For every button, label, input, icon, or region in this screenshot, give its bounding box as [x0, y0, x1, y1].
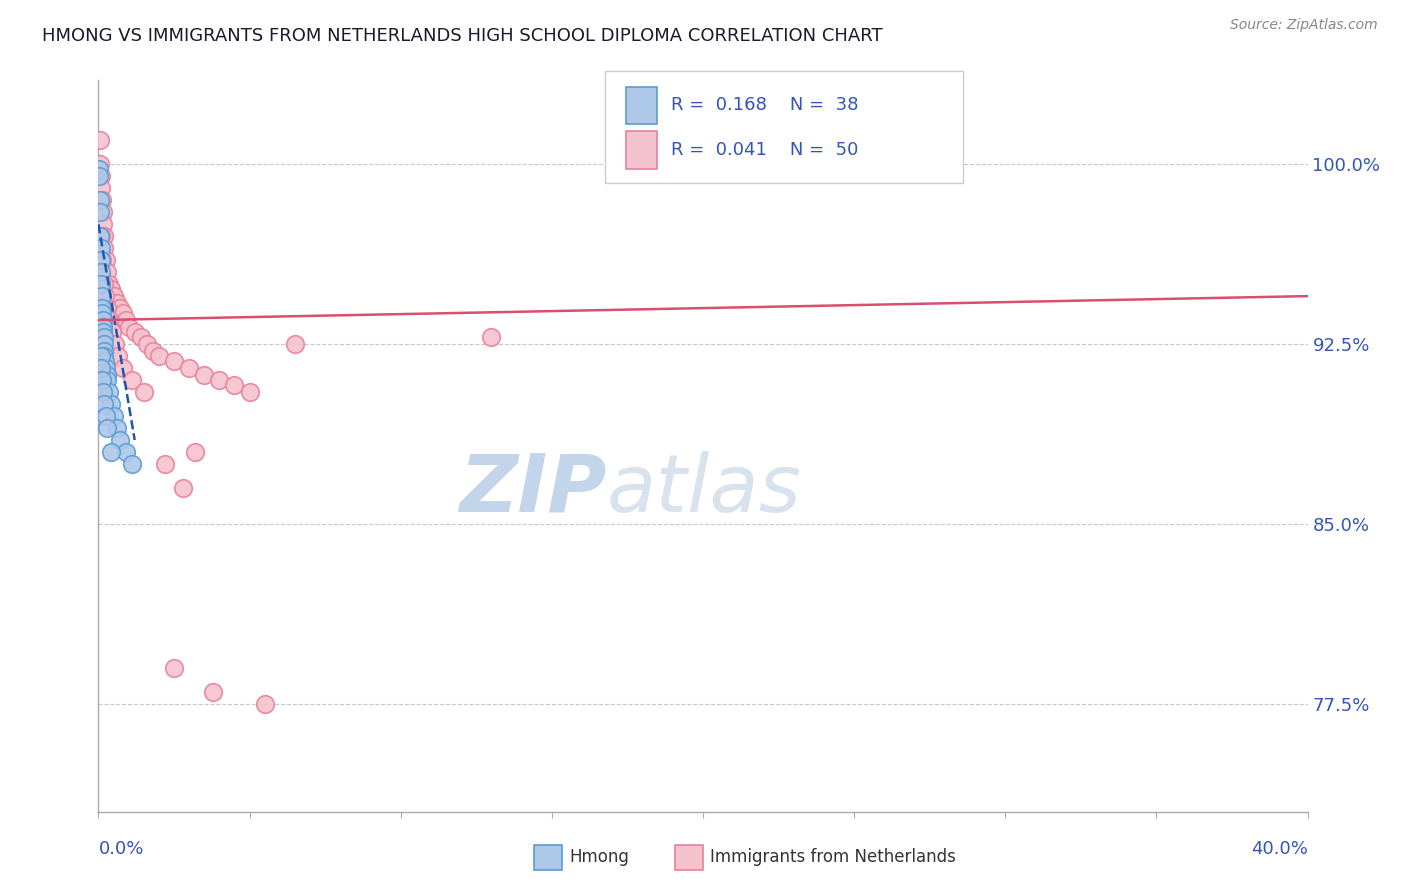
Point — [93, 241, 115, 255]
Text: Hmong: Hmong — [569, 848, 630, 866]
Point — [89, 133, 111, 147]
Point — [98, 385, 121, 400]
Text: R =  0.041    N =  50: R = 0.041 N = 50 — [671, 141, 858, 159]
Point — [90, 349, 112, 363]
Point — [93, 330, 115, 344]
Point — [90, 361, 112, 376]
Point — [142, 344, 165, 359]
Text: Source: ZipAtlas.com: Source: ZipAtlas.com — [1230, 18, 1378, 32]
Point — [91, 373, 114, 387]
Point — [98, 277, 121, 292]
Point — [93, 397, 115, 411]
Point — [108, 301, 131, 315]
Point — [94, 409, 117, 423]
Point — [93, 337, 115, 351]
Point — [111, 361, 134, 376]
Point — [94, 289, 117, 303]
Point — [163, 354, 186, 368]
Point — [118, 320, 141, 334]
Point — [96, 421, 118, 435]
Point — [172, 481, 194, 495]
Text: HMONG VS IMMIGRANTS FROM NETHERLANDS HIGH SCHOOL DIPLOMA CORRELATION CHART: HMONG VS IMMIGRANTS FROM NETHERLANDS HIG… — [42, 27, 883, 45]
Point — [103, 409, 125, 423]
Point — [96, 373, 118, 387]
Point — [132, 385, 155, 400]
Text: R =  0.168    N =  38: R = 0.168 N = 38 — [671, 96, 858, 114]
Point — [124, 325, 146, 339]
Point — [89, 229, 111, 244]
Point — [93, 229, 115, 244]
Point — [94, 361, 117, 376]
Text: atlas: atlas — [606, 450, 801, 529]
Point — [163, 661, 186, 675]
Point — [89, 193, 111, 207]
Y-axis label: High School Diploma: High School Diploma — [0, 359, 8, 533]
Point — [93, 277, 115, 292]
Point — [224, 377, 246, 392]
Point — [93, 349, 115, 363]
Point — [208, 373, 231, 387]
Point — [148, 349, 170, 363]
Point — [108, 433, 131, 447]
Point — [101, 325, 124, 339]
Point — [90, 277, 112, 292]
Point — [100, 397, 122, 411]
Point — [91, 306, 114, 320]
Point — [105, 421, 128, 435]
Point — [91, 325, 114, 339]
Point — [89, 205, 111, 219]
Point — [104, 337, 127, 351]
Point — [103, 289, 125, 303]
Point — [89, 157, 111, 171]
Point — [90, 229, 112, 244]
Point — [91, 253, 114, 268]
Point — [91, 217, 114, 231]
Point — [91, 313, 114, 327]
Point — [121, 373, 143, 387]
Point — [105, 296, 128, 310]
Point — [481, 330, 503, 344]
Point — [107, 349, 129, 363]
Point — [91, 320, 114, 334]
Text: ZIP: ZIP — [458, 450, 606, 529]
Point — [91, 301, 114, 315]
Text: Immigrants from Netherlands: Immigrants from Netherlands — [710, 848, 956, 866]
Point — [100, 445, 122, 459]
Text: 40.0%: 40.0% — [1251, 840, 1308, 858]
Point — [87, 161, 110, 176]
Point — [90, 169, 112, 184]
Point — [96, 368, 118, 383]
Point — [94, 354, 117, 368]
Point — [89, 169, 111, 184]
Point — [202, 685, 225, 699]
Point — [121, 457, 143, 471]
Point — [91, 205, 114, 219]
Point — [153, 457, 176, 471]
Point — [135, 337, 157, 351]
Point — [129, 330, 152, 344]
Point — [111, 306, 134, 320]
Point — [93, 344, 115, 359]
Point — [90, 289, 112, 303]
Point — [90, 265, 112, 279]
Point — [90, 181, 112, 195]
Point — [90, 253, 112, 268]
Point — [96, 301, 118, 315]
Point — [114, 313, 136, 327]
Point — [94, 253, 117, 268]
Point — [96, 265, 118, 279]
Point — [239, 385, 262, 400]
Point — [284, 337, 307, 351]
Point — [100, 282, 122, 296]
Point — [91, 193, 114, 207]
Point — [184, 445, 207, 459]
Point — [114, 445, 136, 459]
Point — [90, 241, 112, 255]
Text: 0.0%: 0.0% — [98, 840, 143, 858]
Point — [253, 697, 276, 711]
Point — [98, 313, 121, 327]
Point — [193, 368, 215, 383]
Point — [91, 385, 114, 400]
Point — [179, 361, 201, 376]
